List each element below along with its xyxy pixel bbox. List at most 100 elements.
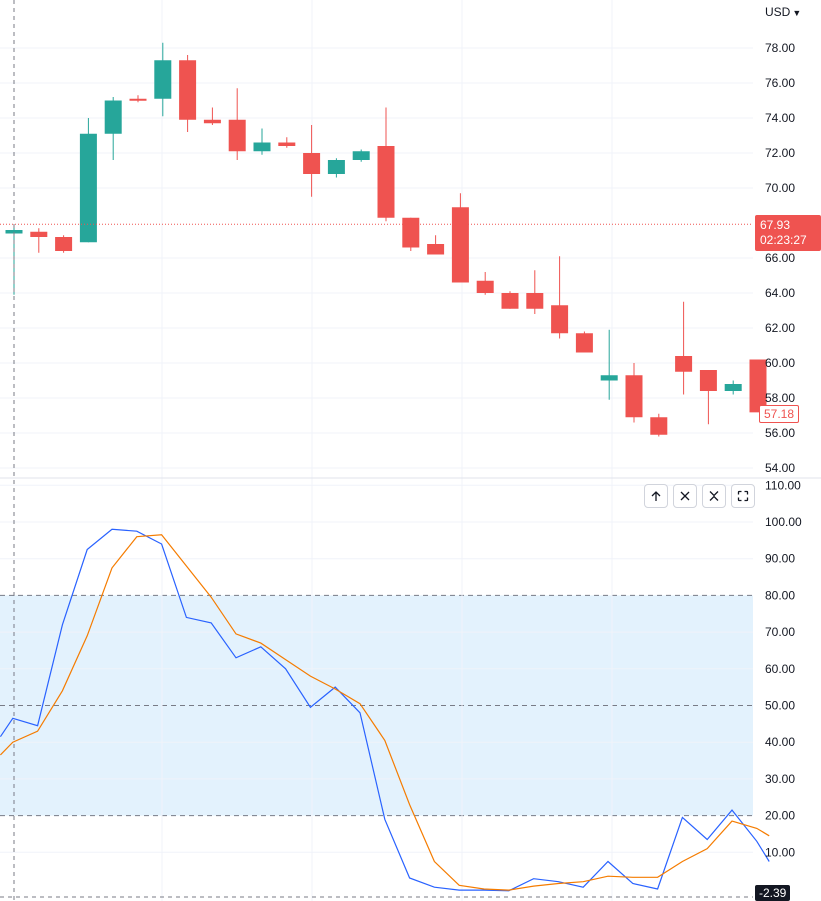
candle-body	[154, 60, 172, 99]
candle-body	[501, 293, 519, 309]
oscillator-value-tag: -2.39	[755, 885, 791, 901]
remove-pane-button[interactable]	[673, 484, 697, 508]
candle	[278, 137, 296, 148]
candle-body	[724, 384, 742, 391]
candle-body	[699, 370, 717, 391]
candle-body	[402, 217, 420, 248]
candle-body	[551, 305, 569, 334]
candle	[352, 149, 370, 162]
candle	[476, 272, 494, 295]
candle	[699, 370, 717, 425]
osc-tick-label: 90.00	[765, 552, 795, 566]
candle-body	[5, 230, 23, 234]
candle-body	[278, 142, 296, 146]
current-price-tag: 67.93 02:23:27	[755, 215, 821, 251]
candle	[104, 97, 122, 160]
price-tick-label: 72.00	[765, 146, 795, 160]
collapse-icon	[709, 491, 719, 501]
last-value-tag: 57.18	[759, 405, 800, 423]
candle-body	[79, 133, 97, 243]
candle	[749, 359, 767, 413]
candle-body	[303, 153, 321, 174]
candle-body	[228, 119, 246, 152]
osc-tick-label: 40.00	[765, 735, 795, 749]
maximize-icon	[737, 490, 749, 502]
close-icon	[680, 491, 690, 501]
collapse-pane-button[interactable]	[702, 484, 726, 508]
osc-tick-label: 30.00	[765, 772, 795, 786]
osc-tick-label: 60.00	[765, 662, 795, 676]
candle	[724, 380, 742, 395]
arrow-up-icon	[651, 491, 661, 501]
candle	[526, 270, 544, 314]
candle	[179, 55, 197, 132]
price-axis: 78.00 76.00 74.00 72.00 70.00 66.00 64.00 62.00…	[765, 41, 795, 475]
last-value: 57.18	[764, 407, 795, 421]
candle	[228, 88, 246, 160]
candle-body	[30, 231, 48, 237]
candle	[55, 235, 73, 253]
candle-body	[575, 333, 593, 353]
oscillator-value: -2.39	[759, 886, 787, 900]
candle	[501, 291, 519, 309]
osc-tick-label: 70.00	[765, 625, 795, 639]
osc-tick-label: 110.00	[765, 478, 801, 492]
candle	[79, 118, 97, 243]
candle	[675, 301, 693, 395]
candle	[129, 95, 147, 103]
candle-body	[55, 237, 73, 251]
candle-body	[650, 417, 668, 435]
candle-body	[203, 119, 221, 124]
candle-body	[625, 375, 643, 418]
candle	[625, 363, 643, 423]
price-tick-label: 64.00	[765, 286, 795, 300]
candle-body	[104, 100, 122, 134]
candle	[427, 235, 445, 255]
candlestick-series	[5, 42, 767, 437]
candle	[551, 256, 569, 339]
candle-body	[377, 146, 395, 218]
candle	[402, 217, 420, 251]
currency-selector[interactable]: USD ▼	[765, 5, 801, 19]
osc-tick-label: 20.00	[765, 809, 795, 823]
maximize-pane-button[interactable]	[731, 484, 755, 508]
candle-body	[476, 280, 494, 293]
price-tick-label: 66.00	[765, 251, 795, 265]
price-tick-label: 56.00	[765, 426, 795, 440]
osc-tick-label: 100.00	[765, 515, 802, 529]
candle	[600, 329, 618, 400]
d-line	[0, 534, 770, 891]
candle-body	[327, 160, 345, 174]
oscillator-series	[0, 528, 770, 892]
candle-body	[600, 375, 618, 381]
pane-controls	[644, 484, 755, 508]
candle-body	[749, 359, 767, 413]
candle	[253, 128, 271, 155]
candle	[303, 125, 321, 197]
candle-body	[427, 244, 445, 255]
candle-countdown: 02:23:27	[760, 233, 807, 247]
price-tick-label: 78.00	[765, 41, 795, 55]
candle	[154, 42, 172, 117]
candle-body	[352, 151, 370, 160]
price-tick-label: 54.00	[765, 461, 795, 475]
current-price-value: 67.93	[760, 218, 791, 232]
candle	[203, 107, 221, 125]
candle-body	[526, 293, 544, 309]
candle	[575, 331, 593, 353]
chevron-down-icon: ▼	[792, 8, 802, 18]
price-tick-label: 74.00	[765, 111, 795, 125]
candle	[327, 158, 345, 178]
price-tick-label: 70.00	[765, 181, 795, 195]
move-pane-up-button[interactable]	[644, 484, 668, 508]
price-tick-label: 60.00	[765, 356, 795, 370]
candle-body	[451, 207, 469, 283]
osc-tick-label: 50.00	[765, 699, 795, 713]
candle	[30, 228, 48, 253]
candle	[377, 107, 395, 222]
candle-body	[253, 142, 271, 152]
price-tick-label: 58.00	[765, 391, 795, 405]
candle-body	[129, 98, 147, 101]
k-line	[0, 528, 770, 892]
